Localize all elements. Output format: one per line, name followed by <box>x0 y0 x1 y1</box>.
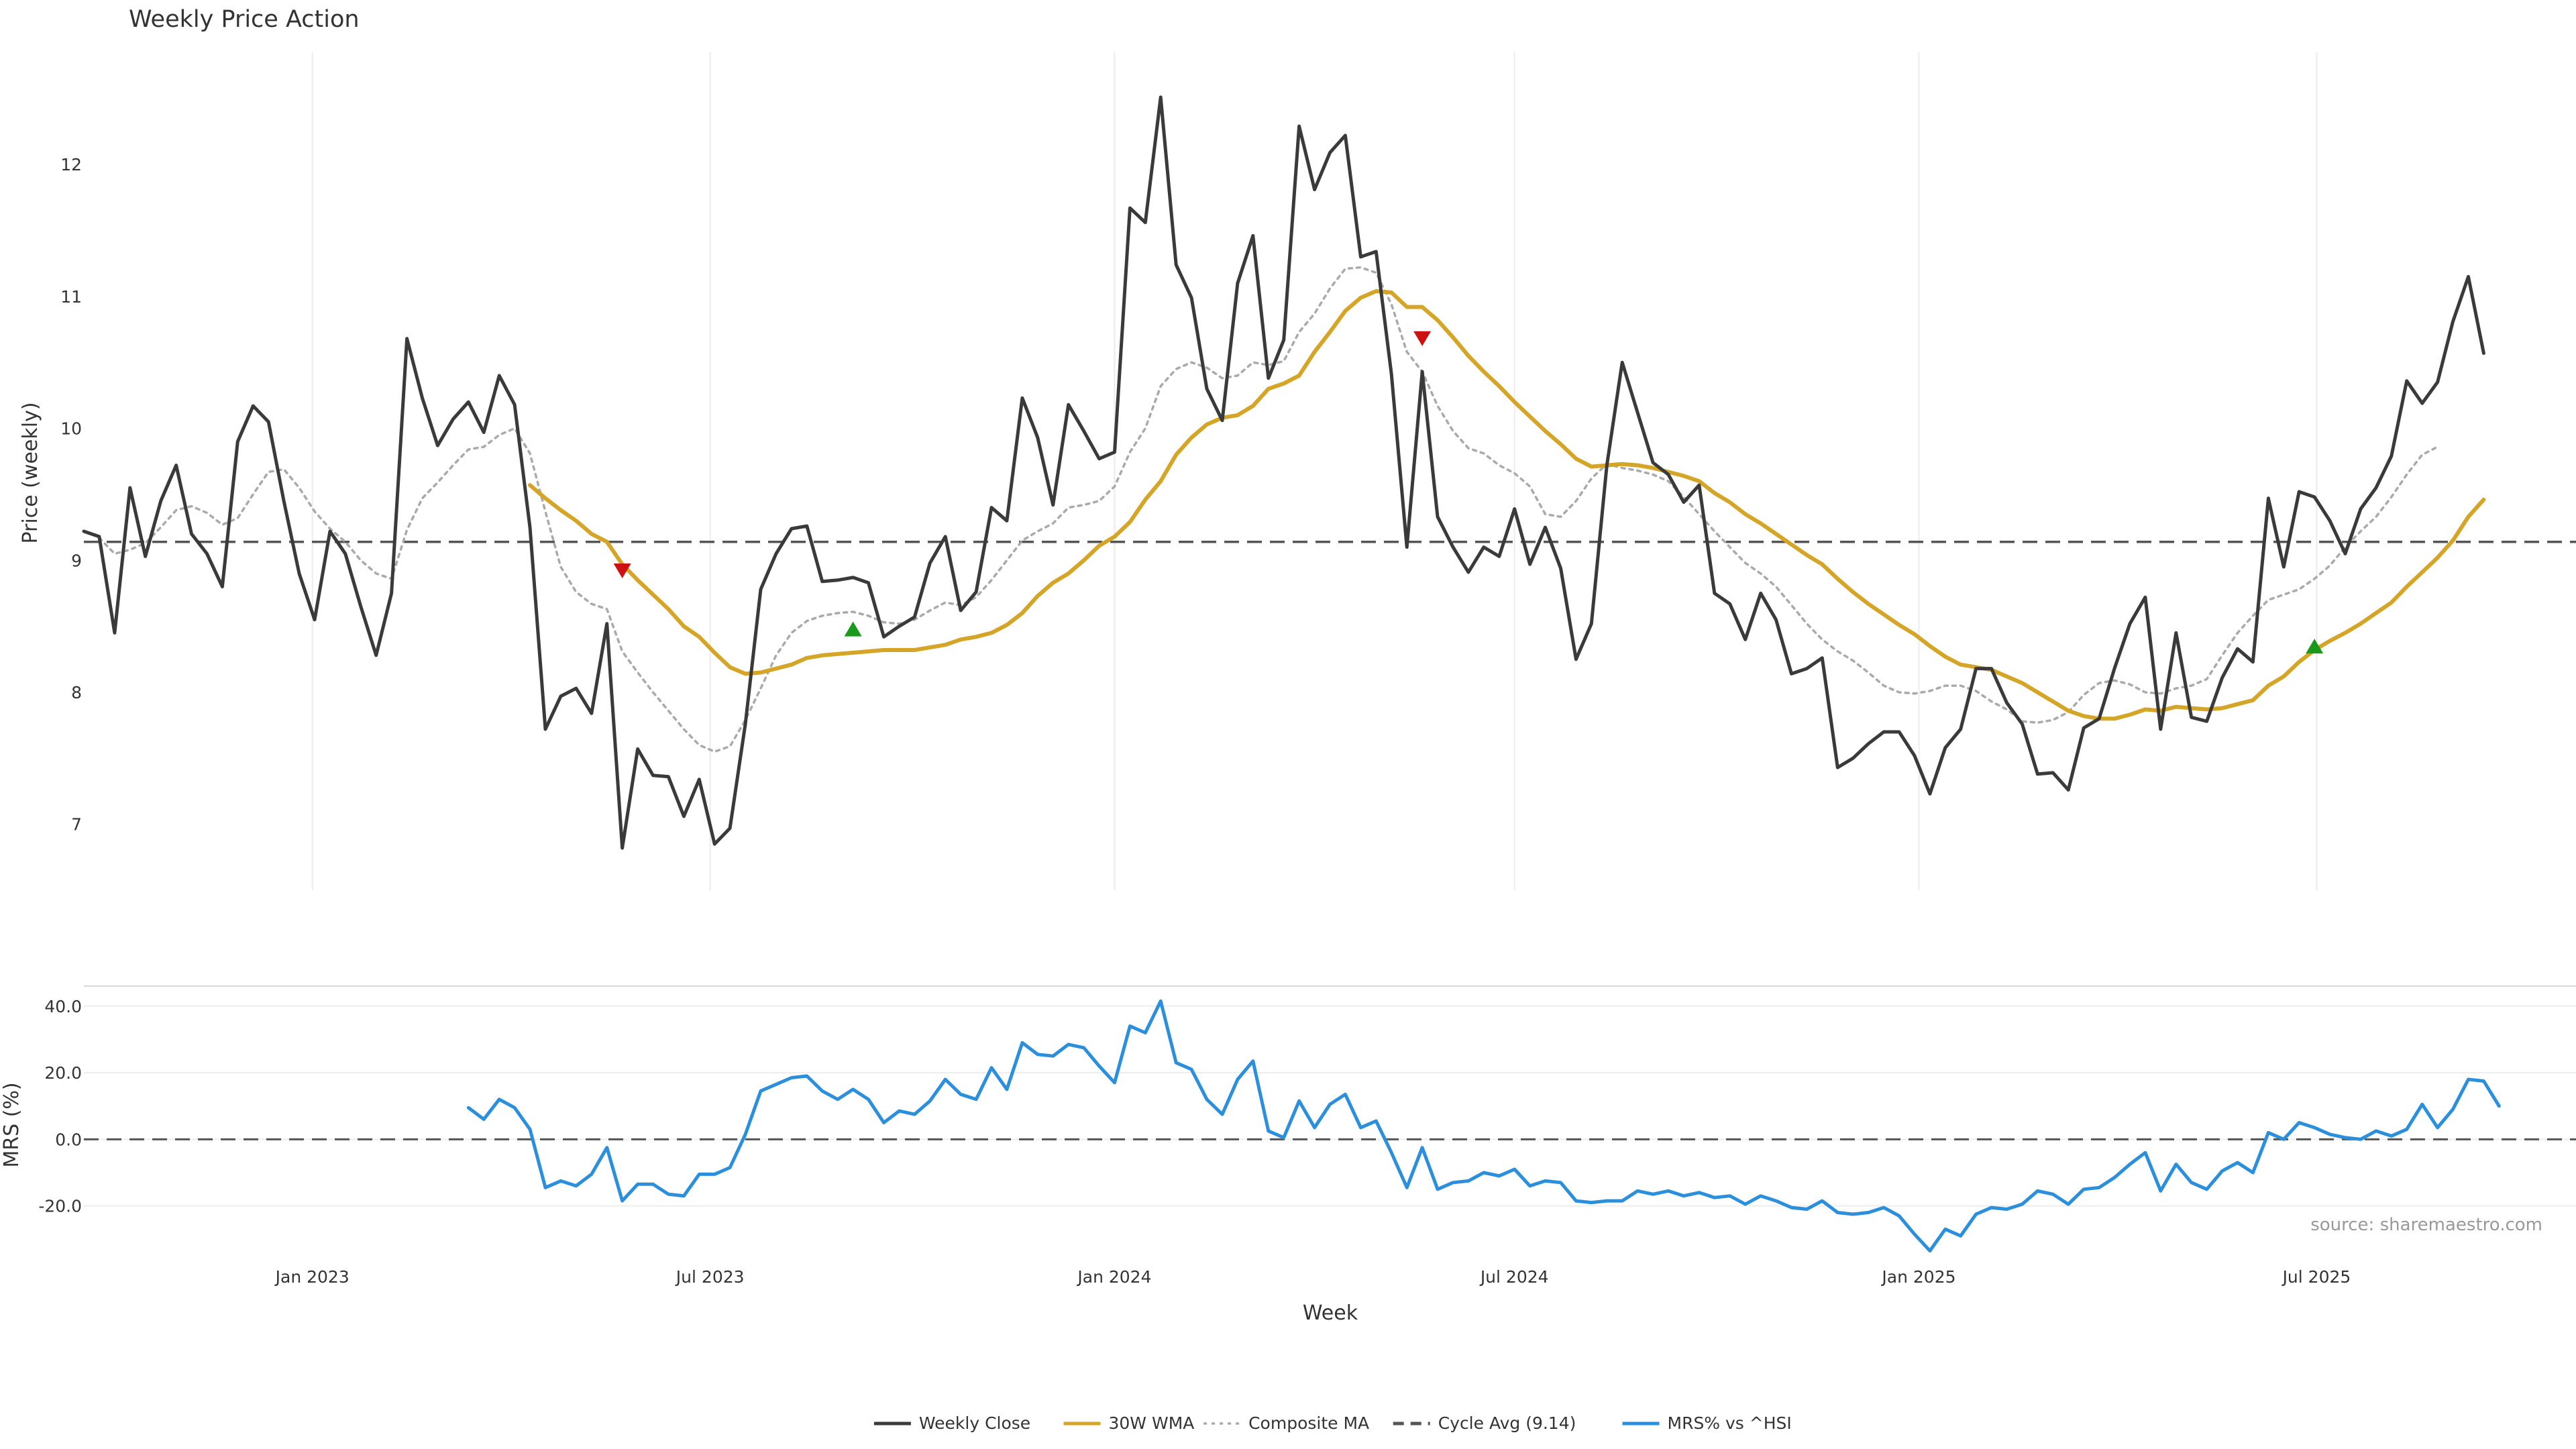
price-y-axis-label: Price (weekly) <box>19 402 42 543</box>
legend-item: Weekly Close <box>873 1413 1030 1433</box>
x-tick-label: Jul 2024 <box>1479 1267 1549 1287</box>
price-y-tick-label: 9 <box>71 551 82 570</box>
mrs-y-tick-label: 20.0 <box>44 1063 82 1083</box>
mrs-y-tick-label: 40.0 <box>44 997 82 1016</box>
legend-label: Composite MA <box>1248 1413 1369 1433</box>
x-axis-label: Week <box>1303 1301 1358 1325</box>
price-y-tick-label: 8 <box>71 683 82 702</box>
mrs-panel: -20.0 0.0 20.0 40.0 <box>38 985 2576 1253</box>
source-note: source: sharemaestro.com <box>2310 1215 2542 1235</box>
legend-label: 30W WMA <box>1109 1413 1195 1433</box>
legend-item: Composite MA <box>1203 1413 1369 1433</box>
legend-label: MRS% vs ^HSI <box>1668 1413 1792 1433</box>
mrs-line <box>466 999 2501 1253</box>
legend-label: Weekly Close <box>919 1413 1030 1433</box>
price-panel: 7 8 9 10 11 12 <box>60 52 2576 890</box>
buy-signal-marker <box>844 621 862 637</box>
x-axis: Jan 2023 Jul 2023 Jan 2024 Jul 2024 Jan 2025… <box>274 1267 2351 1287</box>
x-tick-label: Jan 2025 <box>1880 1267 1955 1287</box>
sell-signal-marker <box>613 563 631 579</box>
weekly-close-line <box>82 95 2485 850</box>
mrs-y-tick-label: 0.0 <box>55 1130 82 1149</box>
chart-title: Weekly Price Action <box>129 6 360 33</box>
x-tick-label: Jan 2023 <box>274 1267 350 1287</box>
x-tick-label: Jan 2024 <box>1076 1267 1151 1287</box>
legend-item: MRS% vs ^HSI <box>1622 1413 1792 1433</box>
composite-ma-line <box>98 266 2439 753</box>
price-y-tick-label: 7 <box>71 815 82 835</box>
legend: Weekly Close 30W WMA Composite MA Cycle Avg… <box>873 1413 1792 1433</box>
sell-signal-marker <box>1413 331 1432 346</box>
price-y-tick-label: 11 <box>60 287 82 307</box>
legend-item: Cycle Avg (9.14) <box>1393 1413 1576 1433</box>
legend-label: Cycle Avg (9.14) <box>1438 1413 1576 1433</box>
x-tick-label: Jul 2025 <box>2282 1267 2351 1287</box>
price-y-tick-label: 10 <box>60 419 82 439</box>
price-y-tick-label: 12 <box>60 155 82 174</box>
x-tick-label: Jul 2023 <box>675 1267 745 1287</box>
legend-item: 30W WMA <box>1063 1413 1195 1433</box>
buy-signal-marker <box>2306 639 2324 654</box>
mrs-y-axis-label: MRS (%) <box>0 1082 23 1167</box>
wma-30w-line <box>528 289 2486 721</box>
mrs-y-tick-label: -20.0 <box>38 1197 82 1216</box>
